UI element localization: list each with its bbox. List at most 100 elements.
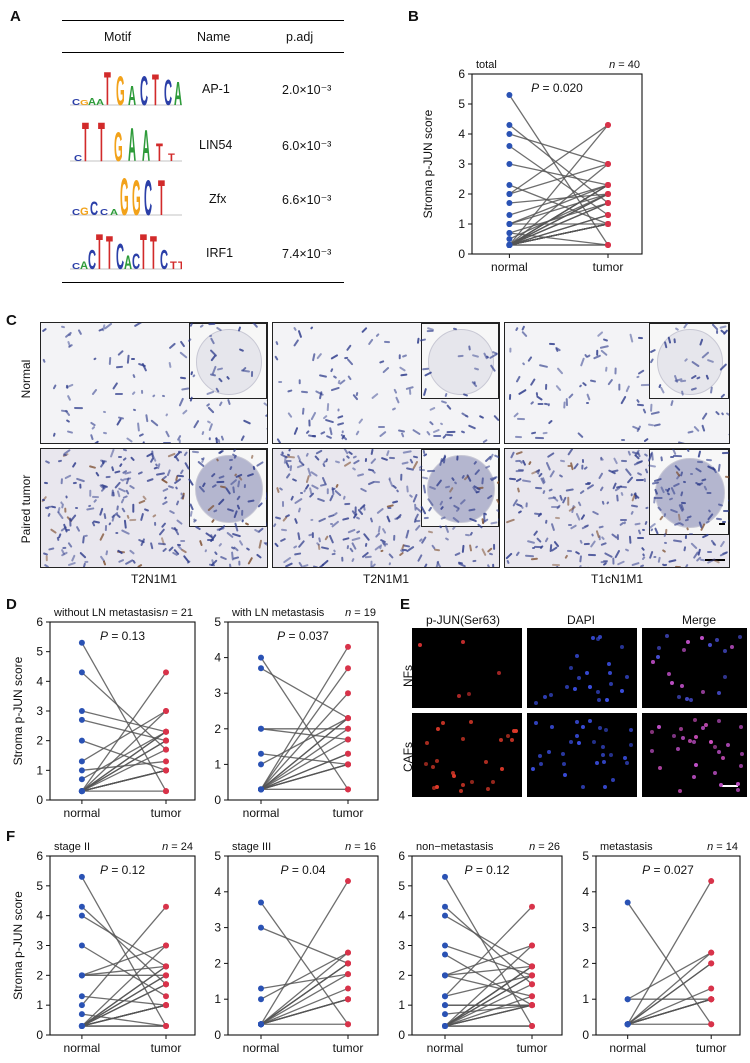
fluorescent-cell: [687, 739, 692, 744]
panel-label-a: A: [10, 8, 21, 25]
y-tick-label: 0: [458, 247, 465, 261]
cell-nucleus: [620, 438, 626, 442]
cell-nucleus: [326, 488, 329, 494]
cell-nucleus: [107, 521, 112, 526]
fluorescent-cell: [650, 729, 655, 734]
fluorescent-cell: [547, 750, 552, 755]
logo-letter-c: C: [90, 199, 98, 216]
cell-nucleus: [274, 516, 282, 520]
cell-nucleus: [581, 458, 584, 463]
fluorescent-cell: [460, 783, 465, 788]
fluorescent-cell: [676, 746, 681, 751]
cell-nucleus: [514, 327, 519, 332]
normal-point: [258, 654, 264, 661]
fluorescent-cell: [708, 643, 713, 648]
cell-nucleus: [492, 563, 495, 567]
cell-nucleus: [298, 329, 303, 338]
cell-nucleus: [457, 354, 464, 357]
pair-lines: [260, 646, 349, 790]
cell-nucleus: [460, 430, 466, 435]
cell-nucleus: [45, 554, 48, 561]
cell-nucleus: [545, 383, 548, 391]
pair-line: [509, 184, 609, 216]
x-tick-label: normal: [243, 1041, 280, 1055]
fluorescent-cell: [694, 762, 699, 767]
cell-nucleus: [632, 562, 640, 567]
pair-line: [81, 740, 167, 792]
p-value: P = 0.13: [100, 629, 145, 643]
logo-letter-c: C: [116, 237, 124, 270]
cell-nucleus: [573, 463, 579, 470]
cell-nucleus: [101, 485, 105, 489]
histology-normal-1: [40, 322, 268, 444]
cell-nucleus: [365, 556, 373, 559]
cell-nucleus: [409, 457, 414, 464]
fluorescent-cell: [622, 756, 627, 761]
fluorescent-cell: [575, 653, 580, 658]
cell-nucleus: [586, 393, 591, 401]
cell-nucleus: [668, 558, 677, 563]
cell-nucleus: [73, 481, 78, 484]
tumor-point: [345, 690, 351, 697]
cell-nucleus: [129, 549, 136, 555]
cell-nucleus: [677, 441, 685, 443]
tumor-point: [345, 985, 351, 992]
logo-letters: CACTTCACTTCTT: [70, 224, 182, 270]
cell-nucleus: [109, 449, 115, 458]
histology-inset: [189, 449, 267, 527]
cell-nucleus: [297, 532, 301, 541]
cell-nucleus: [294, 552, 302, 556]
fluorescent-cell: [597, 698, 602, 703]
cell-nucleus: [41, 498, 46, 502]
cell-nucleus: [388, 457, 396, 460]
cell-nucleus: [60, 477, 63, 484]
normal-point: [78, 903, 85, 910]
logo-letter-a: A: [80, 260, 88, 270]
y-tick-label: 1: [36, 763, 43, 777]
cell-nucleus: [576, 432, 583, 439]
cell-nucleus: [542, 490, 546, 495]
cell-nucleus: [378, 430, 387, 438]
cell-nucleus: [719, 540, 725, 548]
cell-nucleus: [575, 513, 581, 522]
cell-nucleus: [157, 542, 166, 546]
cell-nucleus: [714, 410, 720, 416]
cell-nucleus: [115, 531, 119, 534]
cell-nucleus: [355, 530, 361, 535]
normal-point: [78, 776, 85, 783]
fluorescent-cell: [679, 727, 684, 732]
plot-n: n = 26: [529, 841, 560, 853]
logo-letter-t: T: [150, 228, 157, 270]
cell-nucleus: [629, 333, 634, 343]
cell-nucleus: [318, 374, 327, 379]
cell-nucleus: [176, 500, 180, 506]
cell-nucleus: [57, 510, 65, 519]
pair-line: [444, 906, 533, 997]
cell-nucleus: [177, 474, 185, 478]
cell-nucleus: [417, 554, 423, 563]
cell-nucleus: [89, 421, 96, 427]
if-scale-bar: [722, 785, 738, 787]
plot-n: n = 14: [707, 841, 738, 853]
cell-nucleus: [638, 337, 644, 340]
cell-nucleus: [468, 544, 472, 552]
normal-point: [506, 191, 513, 197]
fluorescent-cell: [435, 759, 440, 764]
pair-line: [509, 133, 609, 165]
pair-line: [508, 163, 609, 246]
cell-nucleus: [156, 463, 161, 470]
tumor-point: [345, 715, 351, 722]
pair-line: [444, 906, 533, 985]
normal-point: [258, 996, 264, 1003]
pair-line: [444, 915, 533, 967]
plot-frame: [411, 855, 563, 1036]
row-label-normal: Normal: [19, 359, 33, 399]
cell-nucleus: [152, 513, 157, 519]
cell-nucleus: [140, 389, 144, 394]
fluorescent-cell: [681, 736, 686, 741]
cell-nucleus: [298, 561, 303, 567]
cell-nucleus: [441, 435, 447, 440]
logo-letter-c: C: [72, 208, 80, 216]
pair-line: [509, 193, 609, 246]
